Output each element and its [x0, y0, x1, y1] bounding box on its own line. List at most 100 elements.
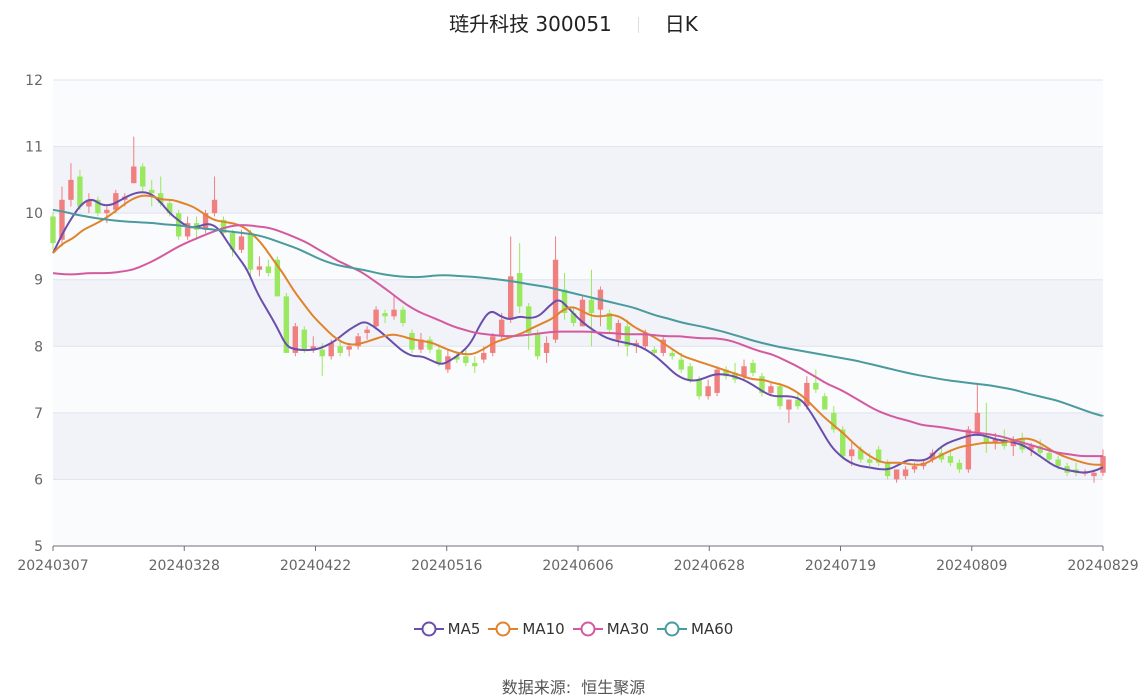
candle-body [202, 213, 209, 230]
y-tick-label: 8 [34, 339, 43, 355]
candle-body [59, 199, 65, 240]
candle-body [911, 466, 918, 470]
candle [786, 399, 792, 423]
candle-body [50, 216, 56, 244]
candle [391, 296, 397, 320]
candle [382, 309, 388, 323]
candle [768, 382, 774, 397]
candle-body [346, 346, 352, 350]
candle-body [328, 342, 334, 357]
legend-item-ma10[interactable]: MA10 [488, 620, 565, 638]
legend-label: MA5 [447, 620, 481, 638]
legend-marker-icon [572, 621, 603, 637]
y-tick-label: 6 [34, 472, 43, 488]
candle-body [1046, 452, 1052, 460]
legend-item-ma60[interactable]: MA60 [657, 620, 733, 638]
candle [400, 306, 406, 327]
candle [454, 352, 460, 363]
x-tick-label: 20240809 [936, 558, 1007, 574]
candle-body [660, 339, 666, 353]
plot-band [53, 346, 1103, 413]
candle [256, 256, 263, 277]
candle [525, 303, 532, 350]
legend-marker-icon [413, 621, 444, 637]
candle [409, 329, 415, 353]
candle-body [534, 332, 541, 357]
legend-label: MA60 [691, 620, 734, 638]
plot-band [53, 412, 1103, 480]
candle-body [965, 429, 972, 470]
candle-body [678, 359, 684, 370]
candle [68, 163, 74, 207]
plot-band [53, 279, 1103, 347]
y-tick-label: 7 [34, 406, 43, 422]
candle-body [588, 299, 595, 313]
legend-label: MA10 [522, 620, 565, 638]
candle-body [149, 189, 155, 194]
candle-body [786, 399, 792, 410]
candle-body [319, 349, 325, 357]
candle-body [687, 366, 693, 380]
candle [113, 189, 119, 214]
candle [714, 366, 720, 397]
y-tick-label: 12 [25, 73, 43, 89]
candle [319, 342, 325, 377]
candle-body [472, 362, 478, 367]
candle-body [974, 412, 981, 433]
candle [875, 446, 882, 467]
candle-body [858, 449, 864, 460]
candle-body [454, 356, 460, 360]
candle [229, 229, 236, 257]
candle-body [508, 276, 514, 320]
candle-body [552, 259, 559, 340]
candle-body [750, 362, 756, 373]
candle-body [804, 382, 810, 407]
candle [750, 359, 756, 377]
series-line-ma10 [52, 194, 1103, 466]
candle [902, 466, 909, 480]
series-line-ma30 [52, 224, 1103, 458]
candle-body [445, 356, 451, 370]
candle-body [741, 366, 747, 377]
legend-marker-circle [580, 621, 596, 637]
candle-body [561, 289, 568, 313]
candle-body [418, 339, 424, 350]
candle-body [579, 299, 586, 327]
candle-body [956, 462, 963, 470]
candle-body [723, 369, 729, 377]
candle-body [875, 449, 882, 463]
candle [418, 332, 424, 353]
candle-body [795, 399, 801, 407]
candle-body [1091, 472, 1097, 477]
candle-body [768, 386, 774, 393]
legend: MA5 MA10 MA30 MA60 [0, 620, 1147, 641]
x-tick-label: 20240516 [411, 558, 482, 574]
candle [355, 332, 361, 350]
candle-body [220, 219, 227, 234]
candlestick-chart: 5 6 7 8 9 10 11 12 20240307 20240328 20240422 20240… [17, 73, 1138, 574]
candle-body [166, 203, 173, 214]
x-tick-label: 20240606 [542, 558, 613, 574]
candle [965, 426, 972, 473]
plot-band [53, 146, 1103, 214]
candle [974, 382, 981, 437]
candle [723, 366, 729, 380]
candle [804, 376, 810, 410]
candle [77, 169, 83, 210]
candle [50, 211, 56, 250]
candle-body [436, 349, 442, 363]
candle [211, 176, 218, 217]
candle [292, 322, 298, 357]
candle [678, 352, 684, 373]
source-value: 恒生聚源 [581, 678, 646, 697]
candle [337, 339, 343, 357]
legend-item-ma5[interactable]: MA5 [413, 620, 481, 638]
candle-body [831, 412, 837, 430]
candle-body [499, 319, 505, 337]
candle-body [543, 342, 550, 353]
legend-item-ma30[interactable]: MA30 [572, 620, 649, 638]
candle-body [382, 313, 388, 317]
candle [463, 349, 469, 367]
candle-body [373, 309, 379, 327]
candle [1046, 449, 1052, 463]
